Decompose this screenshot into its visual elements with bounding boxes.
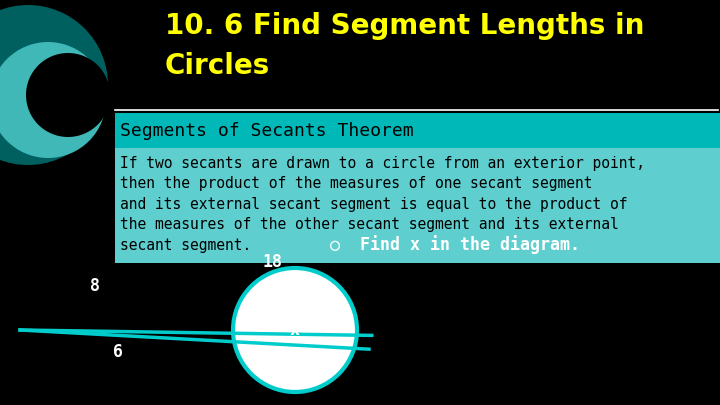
Text: 8: 8 (90, 277, 100, 295)
Circle shape (26, 53, 110, 137)
Text: If two secants are drawn to a circle from an exterior point,
then the product of: If two secants are drawn to a circle fro… (120, 156, 645, 253)
Bar (115, 148, 720, 263)
Circle shape (233, 268, 357, 392)
Bar (115, 113, 720, 148)
Text: x: x (290, 321, 300, 339)
Text: Circles: Circles (165, 52, 270, 80)
Text: 6: 6 (113, 343, 123, 361)
Circle shape (0, 5, 108, 165)
Text: ○  Find x in the diagram.: ○ Find x in the diagram. (330, 235, 580, 254)
Circle shape (0, 42, 106, 158)
Text: Segments of Secants Theorem: Segments of Secants Theorem (120, 122, 413, 139)
Text: 10. 6 Find Segment Lengths in: 10. 6 Find Segment Lengths in (165, 12, 644, 40)
Text: 18: 18 (262, 253, 282, 271)
